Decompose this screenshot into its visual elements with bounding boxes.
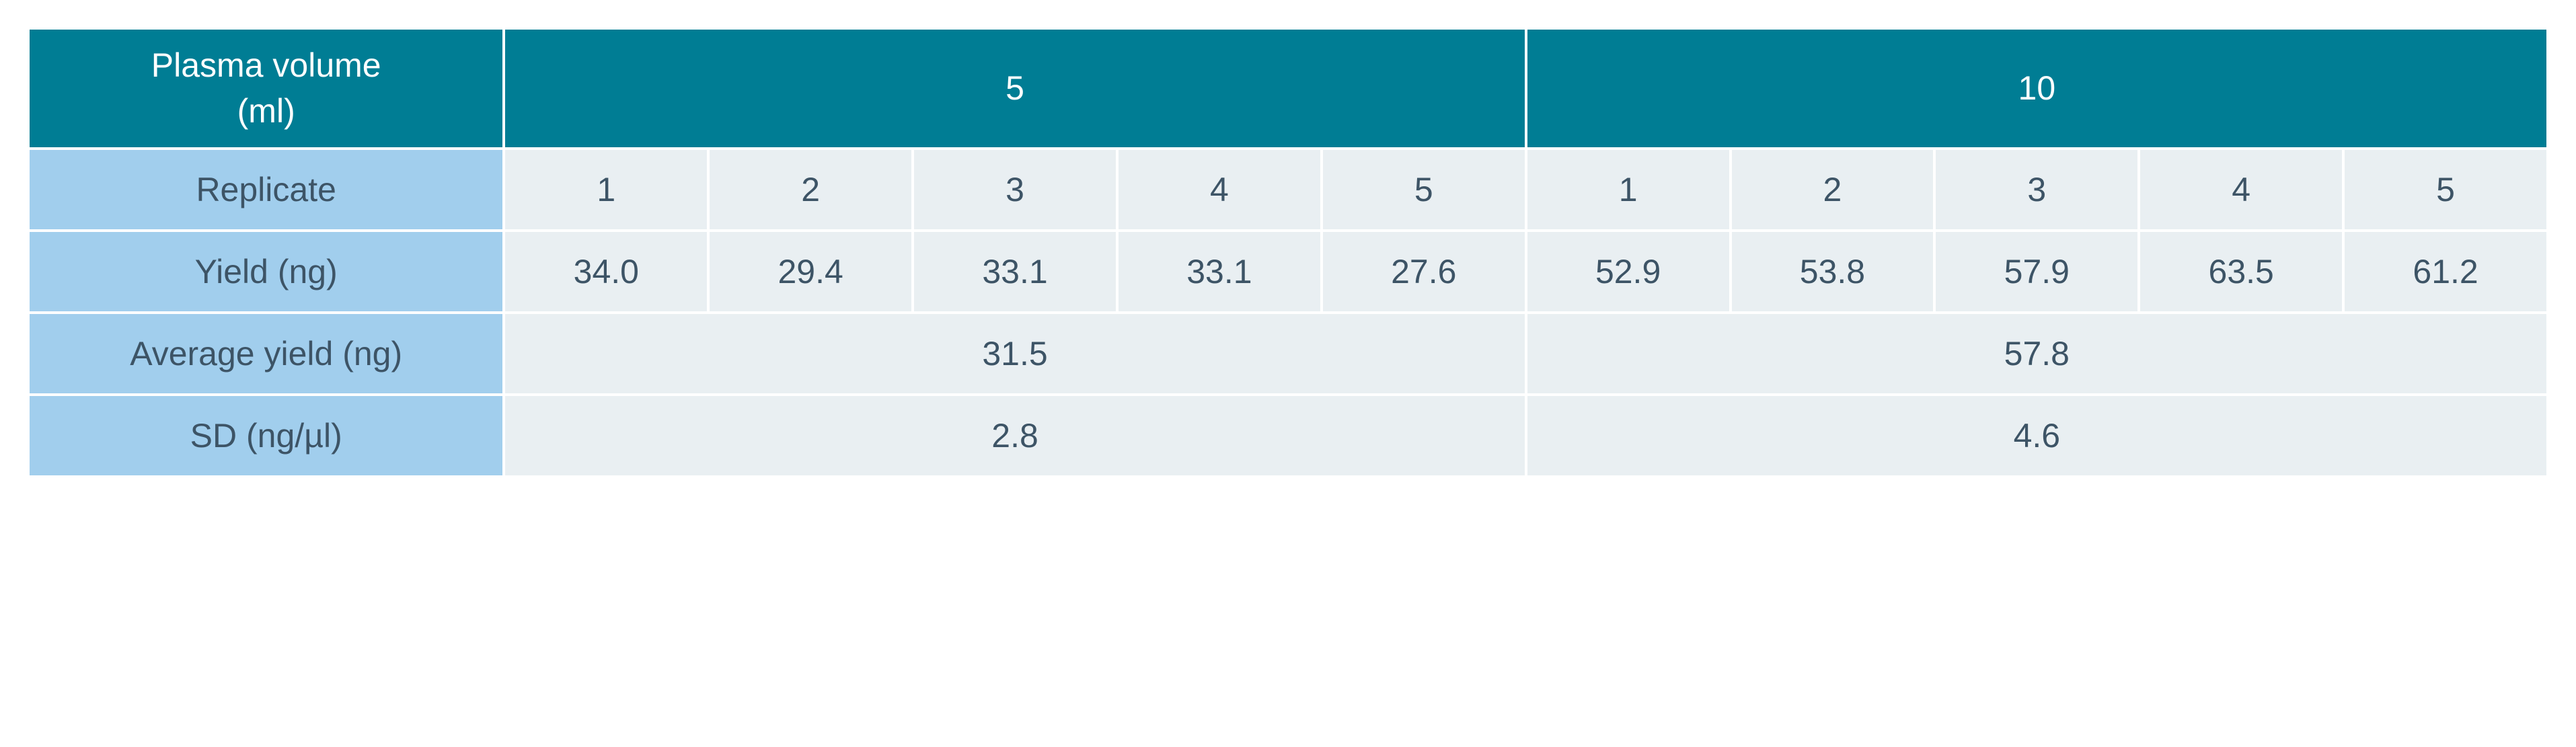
row-replicate: Replicate 1 2 3 4 5 1 2 3 4 5 [30, 150, 2546, 229]
plasma-yield-table: Plasma volume (ml) 5 10 Replicate 1 2 3 … [27, 27, 2549, 478]
row-plasma-volume: Plasma volume (ml) 5 10 [30, 30, 2546, 147]
label-sd: SD (ng/µl) [30, 396, 502, 475]
yield-cell: 52.9 [1527, 232, 1729, 311]
volume-group-1: 10 [1527, 30, 2546, 147]
yield-cell: 61.2 [2345, 232, 2546, 311]
label-replicate: Replicate [30, 150, 502, 229]
label-plasma-volume-line2: (ml) [237, 92, 295, 130]
yield-cell: 34.0 [505, 232, 707, 311]
volume-group-0: 5 [505, 30, 1524, 147]
replicate-cell: 3 [1936, 150, 2137, 229]
label-average-yield: Average yield (ng) [30, 314, 502, 393]
yield-cell: 53.8 [1732, 232, 1934, 311]
yield-cell: 29.4 [710, 232, 911, 311]
label-yield: Yield (ng) [30, 232, 502, 311]
replicate-cell: 4 [1119, 150, 1320, 229]
replicate-cell: 1 [1527, 150, 1729, 229]
label-plasma-volume: Plasma volume (ml) [30, 30, 502, 147]
yield-cell: 57.9 [1936, 232, 2137, 311]
sd-group-1: 4.6 [1527, 396, 2546, 475]
replicate-cell: 4 [2140, 150, 2342, 229]
replicate-cell: 5 [2345, 150, 2546, 229]
yield-cell: 33.1 [914, 232, 1116, 311]
replicate-cell: 2 [1732, 150, 1934, 229]
replicate-cell: 1 [505, 150, 707, 229]
replicate-cell: 5 [1323, 150, 1525, 229]
yield-cell: 27.6 [1323, 232, 1525, 311]
avg-yield-group-0: 31.5 [505, 314, 1524, 393]
sd-group-0: 2.8 [505, 396, 1524, 475]
label-plasma-volume-line1: Plasma volume [151, 46, 381, 84]
row-sd: SD (ng/µl) 2.8 4.6 [30, 396, 2546, 475]
row-average-yield: Average yield (ng) 31.5 57.8 [30, 314, 2546, 393]
row-yield: Yield (ng) 34.0 29.4 33.1 33.1 27.6 52.9… [30, 232, 2546, 311]
replicate-cell: 2 [710, 150, 911, 229]
yield-cell: 63.5 [2140, 232, 2342, 311]
avg-yield-group-1: 57.8 [1527, 314, 2546, 393]
yield-cell: 33.1 [1119, 232, 1320, 311]
replicate-cell: 3 [914, 150, 1116, 229]
